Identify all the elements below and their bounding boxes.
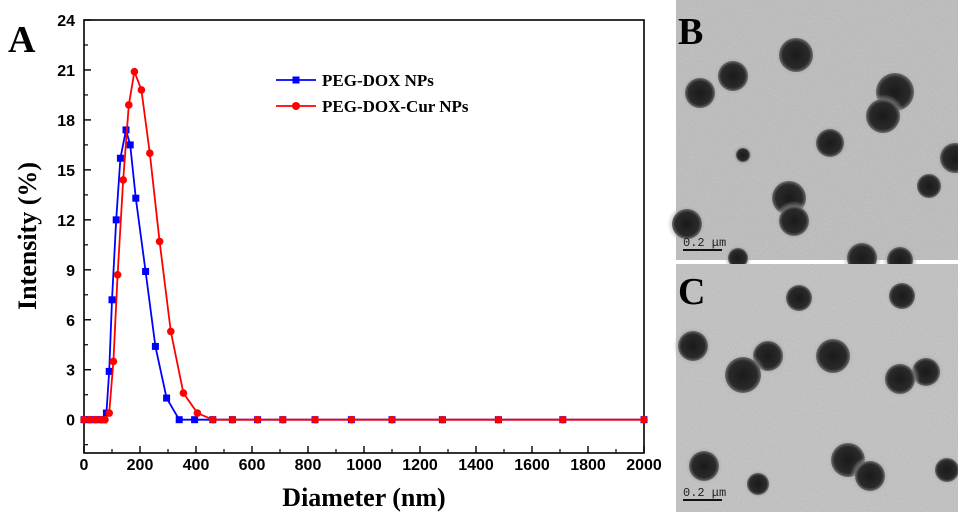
data-point-square	[116, 154, 124, 162]
y-tick-label: 3	[66, 363, 75, 380]
series-layer	[80, 67, 648, 424]
data-point-circle	[85, 415, 94, 424]
legend-entry-peg-dox: PEG-DOX NPs	[276, 71, 434, 90]
data-point-circle	[155, 237, 164, 246]
data-point-circle	[91, 415, 99, 424]
data-point-circle	[494, 415, 503, 424]
micrograph-b: B 0.2 μm	[667, 0, 958, 278]
y-tick-label: 6	[66, 313, 75, 330]
data-point-circle	[105, 409, 113, 417]
data-point-circle	[388, 415, 396, 424]
micrograph-c: C 0.2 μm	[673, 264, 958, 512]
data-point-square	[132, 194, 140, 202]
data-point-circle	[253, 415, 262, 424]
x-axis-title: Diameter (nm)	[282, 483, 445, 512]
data-point-circle	[119, 176, 127, 184]
data-point-square	[105, 367, 113, 375]
y-tick-label: 0	[66, 413, 75, 430]
data-point-circle	[113, 271, 122, 279]
data-point-circle	[347, 415, 356, 424]
data-point-circle	[125, 101, 133, 109]
y-tick-label: 12	[57, 213, 75, 230]
data-point-square	[163, 394, 171, 402]
x-tick-label: 600	[239, 457, 266, 474]
data-point-circle	[179, 389, 188, 397]
y-tick-label: 24	[57, 13, 75, 30]
series-peg-dox	[80, 126, 648, 424]
data-point-circle	[311, 415, 319, 424]
data-point-square	[191, 416, 199, 424]
data-point-square	[112, 216, 120, 224]
data-point-circle	[167, 327, 175, 336]
data-point-square	[151, 342, 159, 350]
data-point-circle	[559, 415, 567, 424]
data-point-circle	[80, 415, 88, 424]
data-point-square	[142, 267, 150, 275]
data-point-square	[175, 416, 183, 424]
legend-label-peg-dox-cur: PEG-DOX-Cur NPs	[322, 97, 469, 116]
panel-label-a: A	[8, 19, 36, 61]
legend-label-peg-dox: PEG-DOX NPs	[322, 71, 434, 90]
x-tick-label: 1000	[346, 457, 382, 474]
series-line	[84, 70, 644, 421]
data-point-square	[126, 141, 134, 149]
y-tick-label: 18	[57, 113, 75, 130]
legend-entry-peg-dox-cur: PEG-DOX-Cur NPs	[276, 97, 469, 116]
y-tick-label: 9	[66, 263, 75, 280]
data-point-circle	[109, 357, 118, 366]
x-tick-label: 1800	[570, 457, 606, 474]
data-point-circle	[146, 149, 154, 158]
data-point-circle	[279, 415, 287, 424]
nanoparticles-c	[673, 279, 958, 499]
data-point-circle	[209, 415, 217, 424]
x-tick-label: 0	[80, 457, 89, 474]
y-axis-title: Intensity (%)	[13, 162, 42, 310]
data-point-circle	[193, 409, 202, 417]
x-tick-label: 800	[295, 457, 322, 474]
legend: PEG-DOX NPs PEG-DOX-Cur NPs	[276, 71, 469, 116]
data-point-circle	[640, 415, 648, 424]
series-peg-dox-cur	[80, 67, 648, 424]
data-point-square	[122, 126, 130, 134]
scale-bar-label-b: 0.2 μm	[683, 236, 726, 250]
data-point-circle	[438, 415, 447, 424]
scale-bar-label-c: 0.2 μm	[683, 486, 726, 500]
data-point-square	[108, 296, 116, 304]
y-tick-label: 21	[57, 63, 75, 80]
tick-labels: 0 200 400 600 800 1000 1200 1400 1600 1800 2000 0 3 6…	[57, 13, 662, 474]
panel-label-c: C	[678, 271, 705, 313]
data-point-circle	[101, 415, 109, 424]
x-tick-label: 1600	[514, 457, 550, 474]
y-tick-label: 15	[57, 163, 75, 180]
panel-label-b: B	[678, 11, 703, 53]
data-point-circle	[130, 67, 139, 76]
data-point-circle	[137, 86, 146, 94]
data-point-circle	[228, 415, 237, 424]
x-tick-label: 2000	[626, 457, 662, 474]
x-tick-label: 200	[127, 457, 154, 474]
x-tick-label: 400	[183, 457, 210, 474]
x-tick-label: 1200	[402, 457, 438, 474]
series-line	[84, 129, 644, 421]
x-tick-label: 1400	[458, 457, 494, 474]
